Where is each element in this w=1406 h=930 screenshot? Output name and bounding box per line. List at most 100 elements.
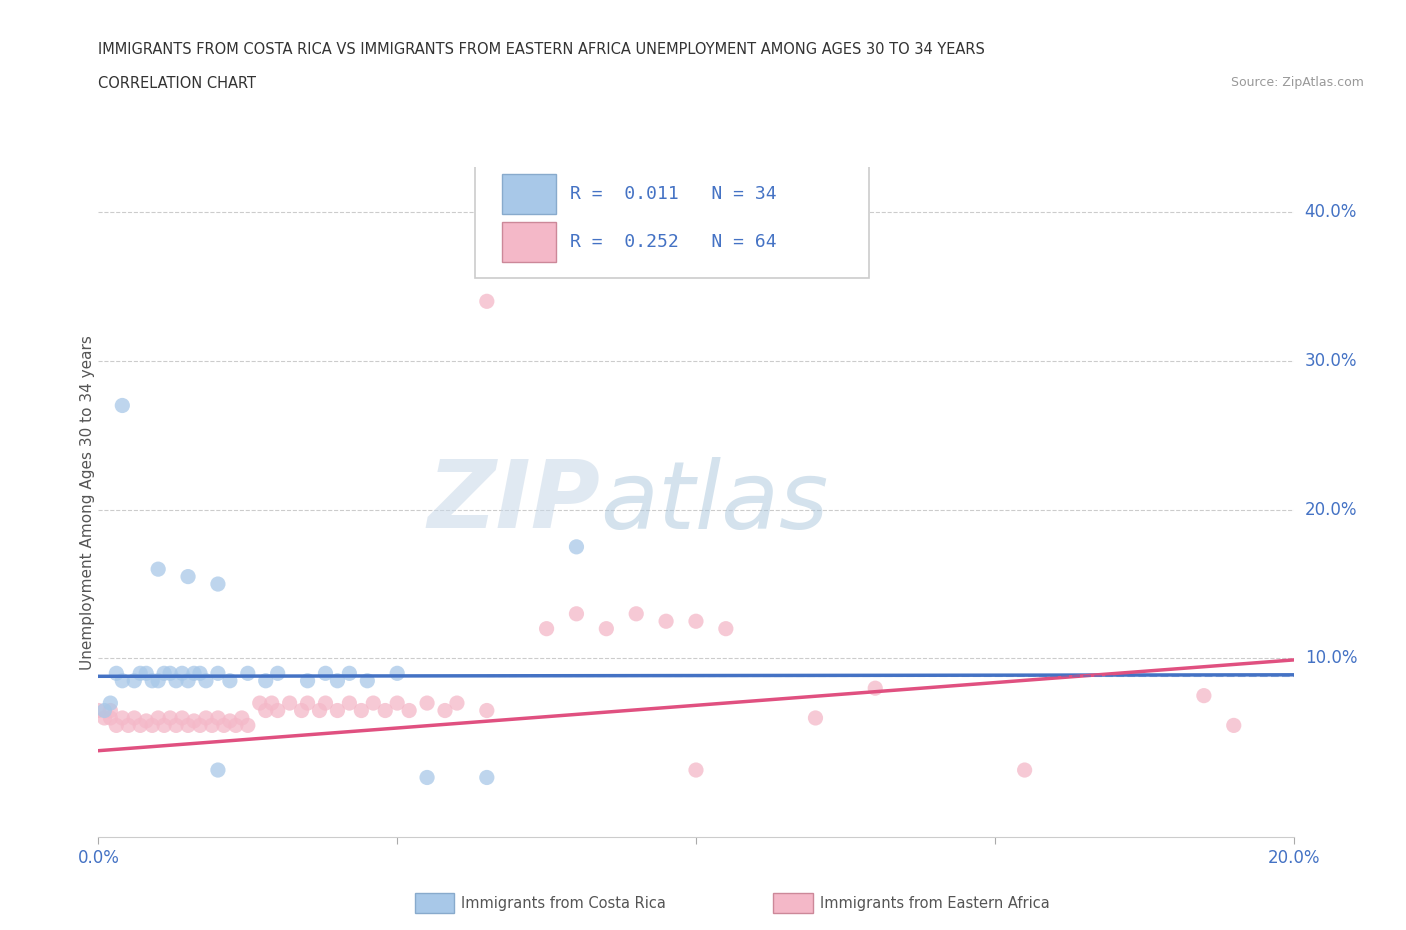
Text: IMMIGRANTS FROM COSTA RICA VS IMMIGRANTS FROM EASTERN AFRICA UNEMPLOYMENT AMONG : IMMIGRANTS FROM COSTA RICA VS IMMIGRANTS…: [98, 42, 986, 57]
Point: [177, 569, 200, 584]
Point: [315, 666, 337, 681]
Point: [565, 606, 588, 621]
Point: [326, 673, 349, 688]
Y-axis label: Unemployment Among Ages 30 to 34 years: Unemployment Among Ages 30 to 34 years: [80, 335, 94, 670]
FancyBboxPatch shape: [502, 222, 557, 262]
Point: [475, 770, 498, 785]
Point: [434, 703, 457, 718]
Text: R =  0.252   N = 64: R = 0.252 N = 64: [571, 233, 778, 251]
Point: [188, 718, 211, 733]
Point: [159, 666, 181, 681]
Point: [254, 673, 277, 688]
Text: 30.0%: 30.0%: [1305, 352, 1357, 370]
Point: [236, 718, 259, 733]
Point: [297, 696, 319, 711]
Point: [87, 703, 110, 718]
Point: [129, 666, 152, 681]
FancyBboxPatch shape: [475, 161, 869, 278]
Point: [98, 696, 122, 711]
Point: [624, 606, 647, 621]
Point: [398, 703, 420, 718]
Text: 20.0%: 20.0%: [1305, 500, 1357, 519]
Point: [177, 673, 200, 688]
Point: [446, 696, 468, 711]
Point: [475, 294, 498, 309]
Point: [225, 718, 247, 733]
Point: [290, 703, 312, 718]
Point: [172, 666, 194, 681]
Point: [105, 718, 128, 733]
Point: [249, 696, 271, 711]
Point: [475, 703, 498, 718]
Point: [153, 718, 176, 733]
Point: [117, 718, 139, 733]
Point: [804, 711, 827, 725]
Point: [165, 673, 187, 688]
Point: [148, 673, 170, 688]
Point: [297, 673, 319, 688]
Point: [385, 696, 409, 711]
Text: atlas: atlas: [600, 457, 828, 548]
Point: [111, 673, 134, 688]
Point: [201, 718, 224, 733]
Point: [135, 713, 157, 728]
Point: [267, 666, 290, 681]
Text: Immigrants from Costa Rica: Immigrants from Costa Rica: [461, 896, 666, 910]
Point: [356, 673, 378, 688]
Text: R =  0.011   N = 34: R = 0.011 N = 34: [571, 185, 778, 203]
Point: [135, 666, 157, 681]
Point: [685, 614, 707, 629]
Point: [714, 621, 737, 636]
Point: [159, 711, 181, 725]
Point: [98, 711, 122, 725]
Point: [183, 666, 205, 681]
Point: [308, 703, 330, 718]
Point: [111, 398, 134, 413]
Text: ZIP: ZIP: [427, 457, 600, 548]
Point: [236, 666, 259, 681]
Point: [416, 770, 439, 785]
Point: [177, 718, 200, 733]
Point: [194, 711, 218, 725]
Point: [207, 577, 229, 591]
Point: [385, 666, 409, 681]
Point: [129, 718, 152, 733]
Point: [536, 621, 558, 636]
Text: Source: ZipAtlas.com: Source: ZipAtlas.com: [1230, 76, 1364, 89]
Point: [363, 696, 385, 711]
Point: [278, 696, 301, 711]
Point: [212, 718, 235, 733]
Point: [1014, 763, 1036, 777]
Point: [655, 614, 678, 629]
Point: [231, 711, 253, 725]
Point: [1223, 718, 1246, 733]
Point: [165, 718, 187, 733]
Point: [260, 696, 283, 711]
Point: [416, 696, 439, 711]
Point: [183, 713, 205, 728]
Point: [339, 666, 360, 681]
Point: [267, 703, 290, 718]
Point: [315, 696, 337, 711]
Point: [111, 711, 134, 725]
Point: [148, 711, 170, 725]
Text: 10.0%: 10.0%: [1305, 649, 1357, 668]
Text: CORRELATION CHART: CORRELATION CHART: [98, 76, 256, 91]
Point: [141, 718, 163, 733]
Point: [865, 681, 887, 696]
Point: [207, 763, 229, 777]
Point: [105, 666, 128, 681]
Point: [254, 703, 277, 718]
Point: [326, 703, 349, 718]
Point: [207, 711, 229, 725]
Text: Immigrants from Eastern Africa: Immigrants from Eastern Africa: [820, 896, 1049, 910]
Text: 40.0%: 40.0%: [1305, 203, 1357, 221]
Point: [188, 666, 211, 681]
Point: [219, 673, 242, 688]
Point: [374, 703, 396, 718]
Point: [124, 711, 146, 725]
Point: [98, 703, 122, 718]
Point: [141, 673, 163, 688]
Point: [194, 673, 218, 688]
Point: [595, 621, 617, 636]
